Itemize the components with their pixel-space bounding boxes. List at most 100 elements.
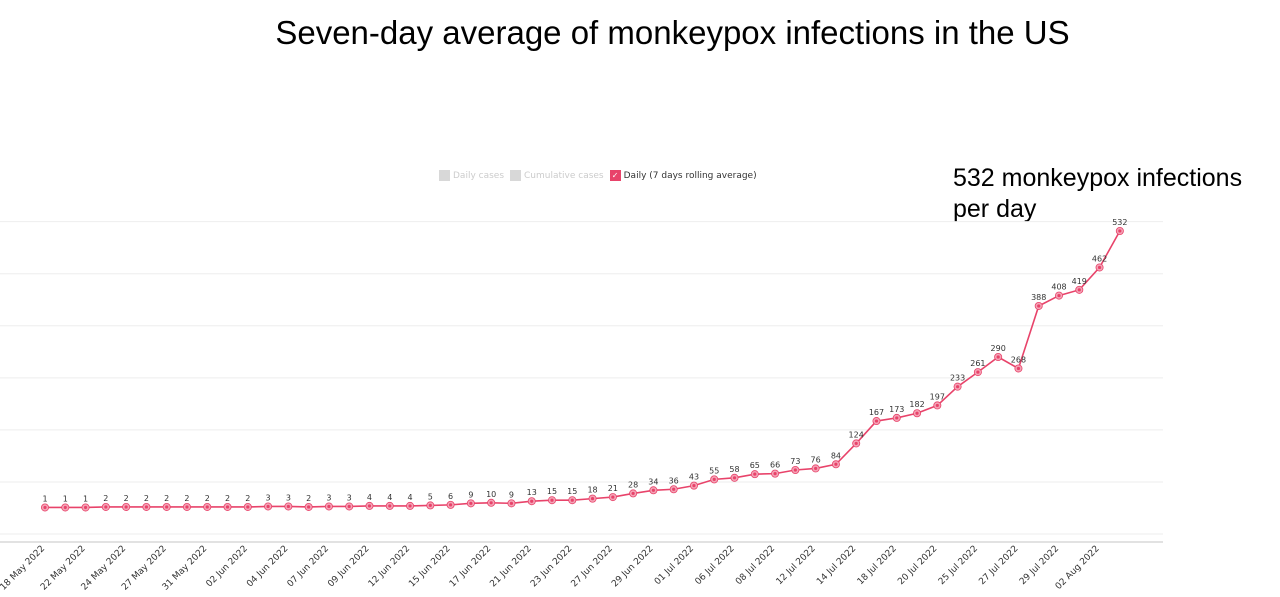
data-point-core [83, 505, 88, 510]
data-label: 2 [205, 494, 210, 503]
data-point-core [1097, 265, 1102, 270]
data-point-core [895, 416, 899, 420]
data-label: 167 [869, 408, 884, 417]
check-icon: ✓ [609, 170, 621, 181]
data-point-core [1057, 293, 1061, 298]
x-tick-label: 21 Jun 2022 [488, 544, 533, 589]
data-point-core [753, 472, 757, 476]
data-point-core [672, 487, 676, 491]
data-label: 532 [1112, 218, 1127, 227]
data-label: 3 [347, 493, 352, 502]
data-label: 2 [306, 494, 311, 503]
data-label: 9 [509, 490, 514, 499]
data-label: 18 [587, 486, 597, 495]
data-point-core [935, 403, 939, 408]
data-label: 2 [103, 494, 108, 503]
data-point-core [651, 488, 656, 492]
data-point-core [165, 505, 169, 509]
x-tick-label: 15 Jun 2022 [407, 544, 452, 589]
data-point-core [63, 505, 67, 510]
legend-label: Daily cases [453, 170, 505, 181]
data-label: 58 [729, 465, 739, 474]
data-point-core [915, 411, 919, 415]
checkbox-icon [510, 170, 522, 181]
data-label: 2 [245, 494, 250, 503]
data-point-core [1118, 229, 1122, 233]
x-tick-label: 12 Jul 2022 [775, 544, 818, 587]
data-label: 65 [750, 461, 760, 470]
data-label: 4 [407, 493, 412, 502]
data-label: 4 [387, 493, 392, 502]
annotation: 532 monkeypox infections per day [953, 164, 1243, 223]
data-point-core [43, 505, 47, 510]
data-point-core [509, 501, 514, 505]
data-label: 55 [709, 466, 719, 475]
data-label: 21 [608, 484, 618, 493]
x-tick-label: 17 Jun 2022 [448, 544, 493, 589]
data-label: 76 [811, 455, 821, 464]
data-label: 6 [448, 492, 453, 501]
legend-label: Daily (7 days rolling average) [623, 170, 757, 181]
data-point-core [205, 505, 209, 509]
data-point-core [611, 495, 615, 499]
x-tick-label: 07 Jun 2022 [286, 544, 331, 589]
data-point-core [347, 504, 351, 509]
x-tick-label: 20 Jul 2022 [896, 544, 939, 587]
x-tick-label: 12 Jun 2022 [367, 544, 412, 589]
data-point-core [996, 355, 1000, 359]
x-tick-label: 02 Aug 2022 [1054, 544, 1102, 592]
x-tick-label: 25 Jul 2022 [937, 544, 980, 587]
data-label: 34 [648, 477, 658, 486]
data-label: 5 [428, 492, 433, 501]
data-point-core [976, 370, 980, 374]
data-point-core [408, 504, 412, 508]
x-tick-label: 23 Jun 2022 [529, 544, 574, 589]
chart-title: Seven-day average of monkeypox infection… [275, 14, 1070, 51]
data-label: 182 [909, 400, 924, 409]
legend-cumulative-cases[interactable]: Cumulative cases [510, 170, 604, 181]
data-point-core [246, 505, 250, 509]
data-label: 1 [63, 494, 68, 503]
data-label: 388 [1031, 293, 1046, 302]
data-point-core [814, 466, 818, 471]
x-tick-label: 02 Jun 2022 [205, 544, 250, 589]
data-point-core [489, 501, 493, 505]
data-point-core [124, 505, 128, 509]
data-point-core [834, 462, 838, 466]
data-label: 419 [1072, 277, 1087, 286]
data-label: 13 [527, 488, 537, 497]
series-line [45, 230, 1121, 509]
legend-daily-cases[interactable]: Daily cases [439, 170, 504, 181]
data-label: 15 [567, 487, 577, 496]
data-point-core [144, 505, 148, 509]
x-tick-label: 01 Jul 2022 [653, 544, 696, 587]
data-label: 4 [367, 493, 372, 502]
data-label: 1 [42, 494, 47, 503]
data-label: 2 [164, 494, 169, 503]
data-label: 268 [1011, 355, 1026, 364]
data-label: 2 [124, 494, 129, 503]
legend-rolling-average[interactable]: ✓ Daily (7 days rolling average) [609, 170, 757, 181]
data-point-core [590, 497, 595, 501]
data-point-core [1077, 288, 1081, 292]
data-point-core [307, 505, 311, 509]
data-point-core [570, 498, 574, 502]
x-tick-label: 29 Jun 2022 [610, 544, 655, 589]
data-label: 10 [486, 490, 496, 499]
data-point-core [550, 498, 554, 502]
data-label: 66 [770, 461, 780, 470]
x-tick-label: 27 Jun 2022 [570, 544, 615, 589]
data-point-core [1016, 366, 1021, 371]
data-label: 2 [225, 494, 230, 503]
x-tick-label: 14 Jul 2022 [815, 544, 858, 587]
data-label: 1 [83, 494, 88, 503]
x-tick-label: 08 Jul 2022 [734, 544, 777, 587]
x-tick-label: 29 Jul 2022 [1018, 544, 1061, 587]
x-tick-label: 18 Jul 2022 [856, 544, 899, 587]
data-point-core [956, 385, 960, 389]
data-point-core [185, 505, 189, 509]
data-label: 124 [849, 430, 864, 439]
data-label: 15 [547, 487, 557, 496]
data-point-core [388, 504, 392, 508]
